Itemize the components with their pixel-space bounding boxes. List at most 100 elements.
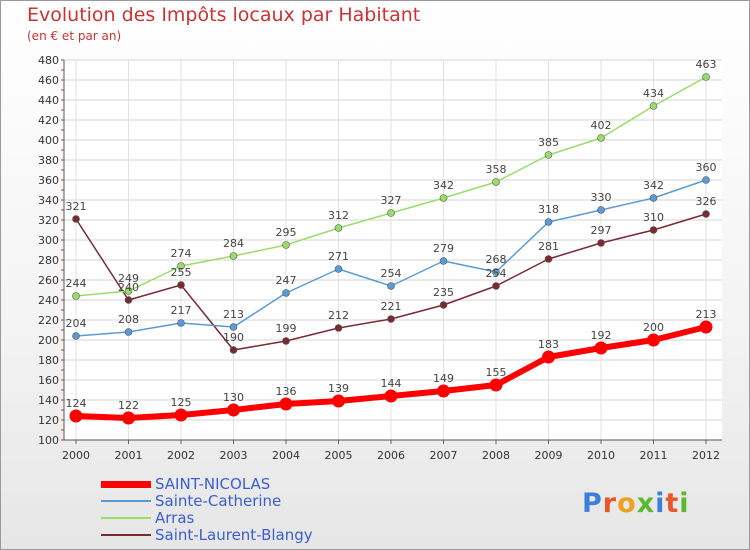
data-point <box>437 384 450 398</box>
data-point <box>492 178 500 186</box>
data-label: 247 <box>276 274 297 287</box>
y-tick-label: 300 <box>38 234 59 247</box>
y-tick-label: 260 <box>38 274 59 287</box>
x-tick-label: 2011 <box>640 449 668 462</box>
data-label: 124 <box>66 397 87 410</box>
data-label: 463 <box>696 58 717 71</box>
data-point <box>597 206 605 214</box>
data-label: 200 <box>643 321 664 334</box>
data-label: 199 <box>276 322 297 335</box>
data-point <box>72 215 80 223</box>
legend-item: Saint-Laurent-Blangy <box>101 526 313 544</box>
y-tick-label: 120 <box>38 414 59 427</box>
data-point <box>439 257 448 265</box>
data-point <box>489 378 503 392</box>
data-label: 235 <box>433 286 454 299</box>
data-point <box>177 319 185 327</box>
data-point <box>702 73 710 81</box>
logo-letter: P <box>582 488 603 519</box>
data-point <box>229 323 238 331</box>
data-point <box>492 268 500 276</box>
legend-label: Saint-Laurent-Blangy <box>155 526 313 544</box>
data-label: 268 <box>486 253 507 266</box>
y-tick-label: 180 <box>38 354 59 367</box>
y-tick-label: 420 <box>38 114 59 127</box>
data-label: 212 <box>328 309 349 322</box>
y-tick-label: 100 <box>38 434 59 447</box>
data-label: 244 <box>66 277 87 290</box>
chart-title: Evolution des Impôts locaux par Habitant <box>27 4 421 26</box>
data-label: 139 <box>328 382 349 395</box>
data-point <box>387 209 395 217</box>
data-label: 318 <box>538 203 559 216</box>
data-point <box>492 282 500 290</box>
y-tick-label: 160 <box>38 374 59 387</box>
data-point <box>72 332 80 340</box>
y-tick-label: 380 <box>38 154 59 167</box>
data-point <box>177 262 185 270</box>
chart-subtitle: (en € et par an) <box>27 29 122 43</box>
data-label: 249 <box>118 272 139 285</box>
data-point <box>384 389 398 403</box>
data-point <box>387 282 395 290</box>
data-label: 342 <box>433 179 454 192</box>
data-label: 310 <box>643 211 664 224</box>
data-label: 360 <box>696 161 717 174</box>
y-tick-label: 320 <box>38 214 59 227</box>
legend-label: Arras <box>155 509 195 527</box>
data-label: 240 <box>118 281 139 294</box>
logo-letter: i <box>655 488 666 519</box>
data-point <box>124 296 133 304</box>
data-label: 295 <box>276 226 297 239</box>
x-tick-label: 2002 <box>167 449 195 462</box>
data-point <box>647 333 660 347</box>
y-tick-label: 280 <box>38 254 59 267</box>
x-tick-label: 2000 <box>62 449 90 462</box>
data-point <box>544 255 553 263</box>
data-label: 183 <box>538 338 559 351</box>
data-point <box>439 194 448 202</box>
data-point <box>649 226 658 234</box>
data-label: 281 <box>538 240 559 253</box>
data-label: 402 <box>591 119 612 132</box>
data-label: 125 <box>171 396 192 409</box>
legend-item: SAINT-NICOLAS <box>101 475 270 493</box>
data-point <box>174 408 188 422</box>
data-point <box>649 102 658 110</box>
data-point <box>544 218 553 226</box>
legend-label: SAINT-NICOLAS <box>155 475 271 493</box>
data-label: 326 <box>696 195 717 208</box>
data-point <box>122 411 135 425</box>
data-label: 274 <box>171 247 192 260</box>
data-label: 149 <box>433 372 454 385</box>
data-label: 192 <box>591 329 612 342</box>
data-point <box>229 252 238 260</box>
data-point <box>334 324 343 332</box>
legend-swatch <box>101 480 151 488</box>
data-label: 342 <box>643 179 664 192</box>
data-point <box>124 287 133 295</box>
data-label: 213 <box>223 308 244 321</box>
data-label: 327 <box>381 194 402 207</box>
x-tick-label: 2001 <box>115 449 143 462</box>
data-point <box>227 403 240 417</box>
x-tick-label: 2010 <box>587 449 615 462</box>
data-point <box>282 337 290 345</box>
legend-item: Arras <box>101 509 194 527</box>
x-tick-label: 2009 <box>535 449 563 462</box>
data-label: 213 <box>696 308 717 321</box>
data-point <box>594 341 608 355</box>
data-point <box>69 409 83 423</box>
logo-letter: t <box>665 488 680 519</box>
data-point <box>702 176 710 184</box>
x-tick-label: 2005 <box>325 449 353 462</box>
data-label: 155 <box>486 366 507 379</box>
y-tick-label: 360 <box>38 174 59 187</box>
logo-letter: r <box>602 488 618 519</box>
data-label: 271 <box>328 250 349 263</box>
data-point <box>699 320 713 334</box>
data-point <box>542 350 555 364</box>
data-label: 321 <box>66 200 87 213</box>
data-label: 312 <box>328 209 349 222</box>
